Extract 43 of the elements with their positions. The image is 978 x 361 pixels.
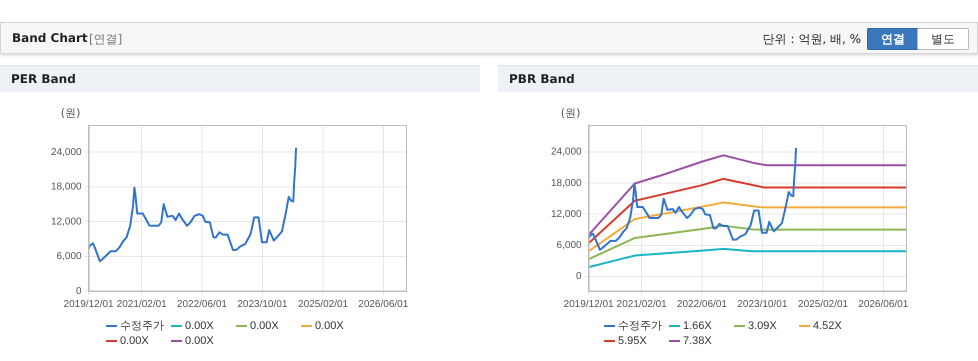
y-tick-label: 6,000 xyxy=(56,251,82,262)
legend-label: 7.38X xyxy=(683,335,712,347)
toggle-button: 연결 xyxy=(867,28,919,50)
y-tick-label: 18,000 xyxy=(550,178,582,189)
x-tick-label: 2022/06/01 xyxy=(176,298,228,310)
toggle-button: 별도 xyxy=(917,28,969,50)
y-axis-title: (원) xyxy=(560,106,580,120)
legend-label: 0.00X xyxy=(120,335,149,347)
y-tick-label: 12,000 xyxy=(550,208,582,220)
legend-label: 0.00X xyxy=(250,320,279,332)
legend-label: 3.09X xyxy=(748,320,777,332)
text: Band Chart xyxy=(12,31,88,45)
y-tick-label: 0 xyxy=(576,271,582,282)
legend-label: 5.95X xyxy=(618,335,647,347)
x-tick-label: 2021/02/01 xyxy=(616,298,668,310)
text: [연결] xyxy=(89,31,122,48)
legend-label: 수정주가 xyxy=(618,319,662,333)
chart-title: PER Band xyxy=(0,65,480,92)
legend-label: 0.00X xyxy=(315,320,344,332)
y-tick-label: 0 xyxy=(76,286,82,297)
y-tick-label: 18,000 xyxy=(50,182,82,193)
y-tick-label: 24,000 xyxy=(50,146,82,158)
text: 단위 : 억원, 배, % xyxy=(762,31,861,48)
x-tick-label: 2025/02/01 xyxy=(298,298,349,310)
x-tick-label: 2021/02/01 xyxy=(116,298,168,310)
legend-label: 수정주가 xyxy=(120,319,164,333)
legend-label: 4.52X xyxy=(813,320,842,332)
y-tick-label: 6,000 xyxy=(556,240,582,252)
chart-title: PBR Band xyxy=(498,65,978,92)
y-tick-label: 12,000 xyxy=(50,216,82,228)
legend-label: 0.00X xyxy=(185,320,214,332)
y-axis-title: (원) xyxy=(60,106,80,120)
x-tick-label: 2019/12/01 xyxy=(564,298,614,310)
legend-label: 1.66X xyxy=(683,320,712,332)
x-tick-label: 2023/10/01 xyxy=(737,298,788,310)
x-tick-label: 2026/06/01 xyxy=(858,298,909,310)
x-tick-label: 2026/06/01 xyxy=(358,298,409,310)
x-tick-label: 2025/02/01 xyxy=(798,298,849,310)
x-tick-label: 2022/06/01 xyxy=(676,298,728,310)
x-tick-label: 2023/10/01 xyxy=(237,298,288,310)
legend-label: 0.00X xyxy=(185,335,214,347)
x-tick-label: 2019/12/01 xyxy=(64,298,114,310)
y-tick-label: 24,000 xyxy=(550,146,582,158)
